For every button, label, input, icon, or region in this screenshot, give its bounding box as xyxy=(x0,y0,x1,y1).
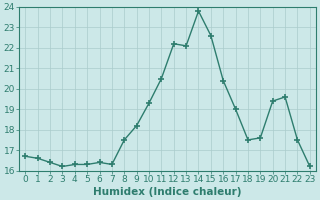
X-axis label: Humidex (Indice chaleur): Humidex (Indice chaleur) xyxy=(93,187,242,197)
